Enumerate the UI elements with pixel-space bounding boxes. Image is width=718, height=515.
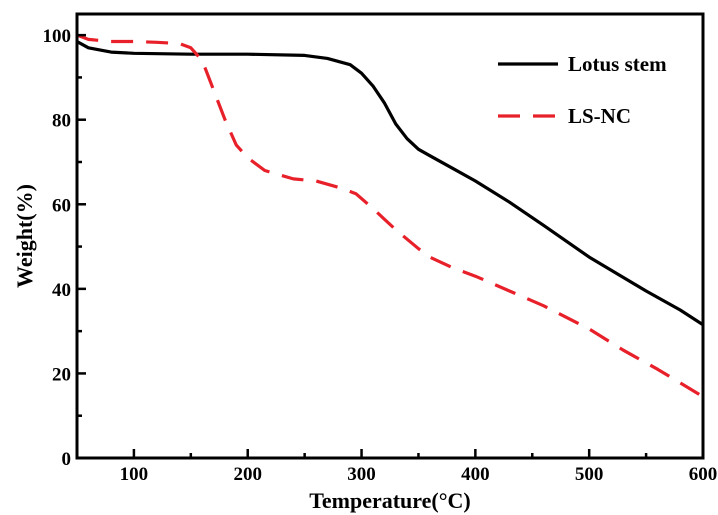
y-tick-label: 20: [52, 364, 71, 385]
y-tick-label: 0: [62, 449, 72, 470]
x-tick-label: 600: [689, 464, 718, 485]
series-line-lotus-stem: [77, 40, 703, 327]
plot-content: [77, 33, 703, 399]
x-tick-label: 500: [575, 464, 604, 485]
legend-label-lotus-stem: Lotus stem: [568, 52, 667, 76]
y-axis-title: Weight(%): [12, 184, 37, 288]
series-line-ls-nc: [77, 33, 703, 399]
x-axis-title: Temperature(°C): [309, 488, 471, 513]
y-tick-label: 40: [52, 280, 71, 301]
x-tick-label: 300: [347, 464, 376, 485]
axis-ticks: 100 200 300 400 500 600 0 20 40 60 80 100: [43, 26, 718, 485]
y-tick-label: 60: [52, 195, 71, 216]
y-tick-label: 100: [43, 26, 72, 47]
legend: Lotus stem LS-NC: [498, 52, 667, 128]
x-tick-label: 200: [233, 464, 262, 485]
y-tick-label: 80: [52, 111, 71, 132]
x-tick-label: 400: [461, 464, 490, 485]
plot-frame: [75, 12, 705, 460]
legend-label-ls-nc: LS-NC: [568, 104, 631, 128]
x-tick-label: 100: [120, 464, 149, 485]
